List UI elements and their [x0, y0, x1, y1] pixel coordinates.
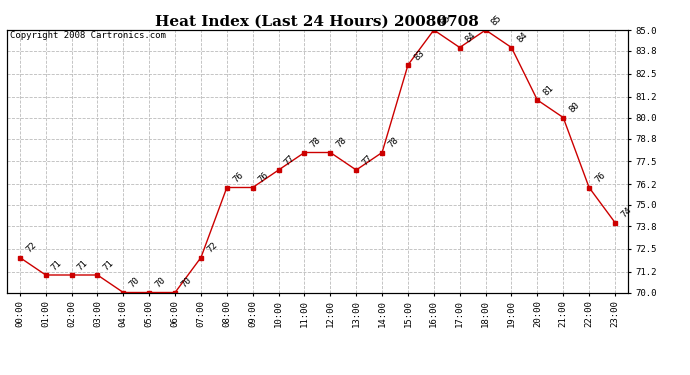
- Text: 76: 76: [231, 171, 245, 185]
- Text: 70: 70: [153, 276, 168, 290]
- Text: Copyright 2008 Cartronics.com: Copyright 2008 Cartronics.com: [10, 32, 166, 40]
- Text: 80: 80: [567, 101, 582, 115]
- Text: 78: 78: [308, 136, 323, 150]
- Text: 74: 74: [619, 206, 633, 220]
- Text: 77: 77: [283, 153, 297, 167]
- Text: 72: 72: [205, 241, 219, 255]
- Text: 81: 81: [542, 83, 555, 97]
- Text: 70: 70: [179, 276, 193, 290]
- Text: 83: 83: [412, 48, 426, 62]
- Text: 77: 77: [360, 153, 375, 167]
- Text: 78: 78: [386, 136, 400, 150]
- Text: 76: 76: [593, 171, 607, 185]
- Text: 85: 85: [438, 13, 452, 27]
- Text: 84: 84: [515, 31, 530, 45]
- Text: 70: 70: [128, 276, 141, 290]
- Text: 85: 85: [490, 13, 504, 27]
- Text: 84: 84: [464, 31, 478, 45]
- Text: 71: 71: [50, 258, 64, 272]
- Text: 71: 71: [101, 258, 116, 272]
- Text: 71: 71: [76, 258, 90, 272]
- Text: 72: 72: [24, 241, 38, 255]
- Text: 76: 76: [257, 171, 271, 185]
- Text: 78: 78: [335, 136, 348, 150]
- Title: Heat Index (Last 24 Hours) 20080708: Heat Index (Last 24 Hours) 20080708: [155, 15, 480, 29]
